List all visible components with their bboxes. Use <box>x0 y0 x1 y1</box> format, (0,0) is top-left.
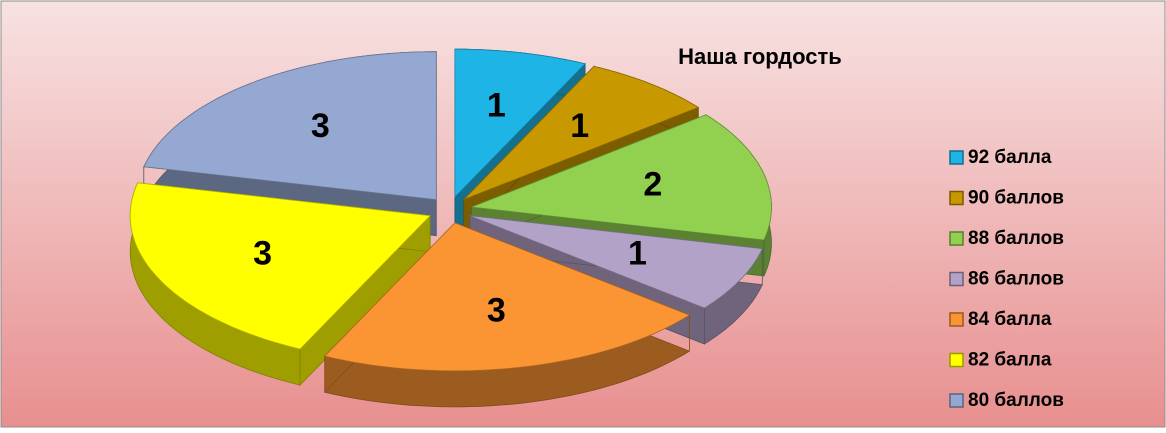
slice-top <box>469 215 763 309</box>
slice-top <box>143 51 437 201</box>
slice: 3 <box>129 182 432 387</box>
data-label: 1 <box>628 235 647 273</box>
legend-label: 90 баллов <box>968 188 1064 209</box>
slice: 1 <box>469 215 763 345</box>
slice-top <box>323 222 691 372</box>
data-label: 3 <box>487 291 506 329</box>
data-label: 1 <box>570 107 589 145</box>
legend-swatch <box>949 312 964 327</box>
legend-label: 86 баллов <box>968 269 1064 290</box>
slice-top <box>471 114 772 241</box>
legend-label: 84 балла <box>968 309 1052 330</box>
slice: 3 <box>143 51 437 237</box>
legend-label: 80 баллов <box>968 390 1064 411</box>
slice-top <box>454 48 586 199</box>
slice-top <box>129 182 432 350</box>
slice: 3 <box>323 221 691 408</box>
slice-top <box>463 65 700 201</box>
data-label: 3 <box>311 107 330 145</box>
legend-swatch <box>949 393 964 408</box>
data-label: 2 <box>643 166 662 204</box>
legend-swatch <box>949 150 964 165</box>
legend-label: 88 баллов <box>968 228 1064 249</box>
data-label: 1 <box>487 87 506 125</box>
legend-swatch <box>949 231 964 246</box>
legend-swatch <box>949 271 964 287</box>
legend-label: 82 балла <box>968 350 1052 371</box>
chart-title: Наша гордость <box>678 44 842 69</box>
legend-swatch <box>949 190 964 206</box>
legend-swatch <box>949 352 964 368</box>
data-label: 3 <box>253 235 272 273</box>
legend-label: 92 балла <box>968 147 1052 168</box>
